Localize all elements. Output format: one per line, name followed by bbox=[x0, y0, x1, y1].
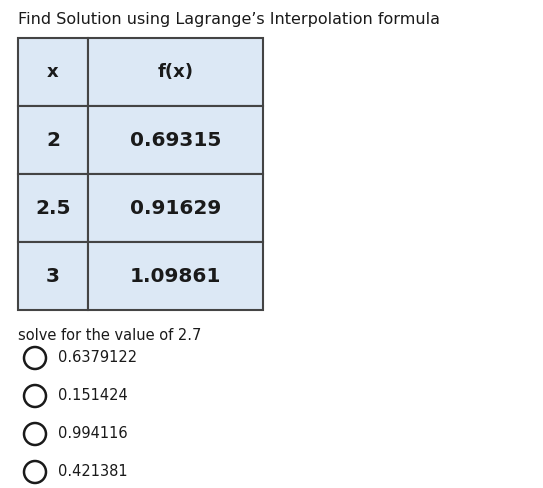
Text: 0.6379122: 0.6379122 bbox=[58, 350, 137, 366]
Text: 2.5: 2.5 bbox=[35, 199, 71, 218]
Text: 0.151424: 0.151424 bbox=[58, 388, 128, 404]
Bar bbox=[18, 174, 88, 242]
Text: f(x): f(x) bbox=[157, 63, 193, 81]
Text: 1.09861: 1.09861 bbox=[130, 266, 221, 285]
Bar bbox=[88, 174, 263, 242]
Text: 3: 3 bbox=[46, 266, 60, 285]
Bar bbox=[18, 106, 88, 174]
Bar bbox=[88, 106, 263, 174]
Text: 0.91629: 0.91629 bbox=[130, 199, 221, 218]
Text: 0.69315: 0.69315 bbox=[130, 130, 221, 149]
Text: Find Solution using Lagrange’s Interpolation formula: Find Solution using Lagrange’s Interpola… bbox=[18, 12, 440, 27]
Text: solve for the value of 2.7: solve for the value of 2.7 bbox=[18, 328, 201, 343]
Text: 0.421381: 0.421381 bbox=[58, 465, 128, 480]
Bar bbox=[18, 38, 88, 106]
Text: x: x bbox=[47, 63, 59, 81]
Text: 2: 2 bbox=[46, 130, 60, 149]
Bar bbox=[18, 242, 88, 310]
Text: 0.994116: 0.994116 bbox=[58, 427, 128, 442]
Bar bbox=[88, 242, 263, 310]
Bar bbox=[88, 38, 263, 106]
